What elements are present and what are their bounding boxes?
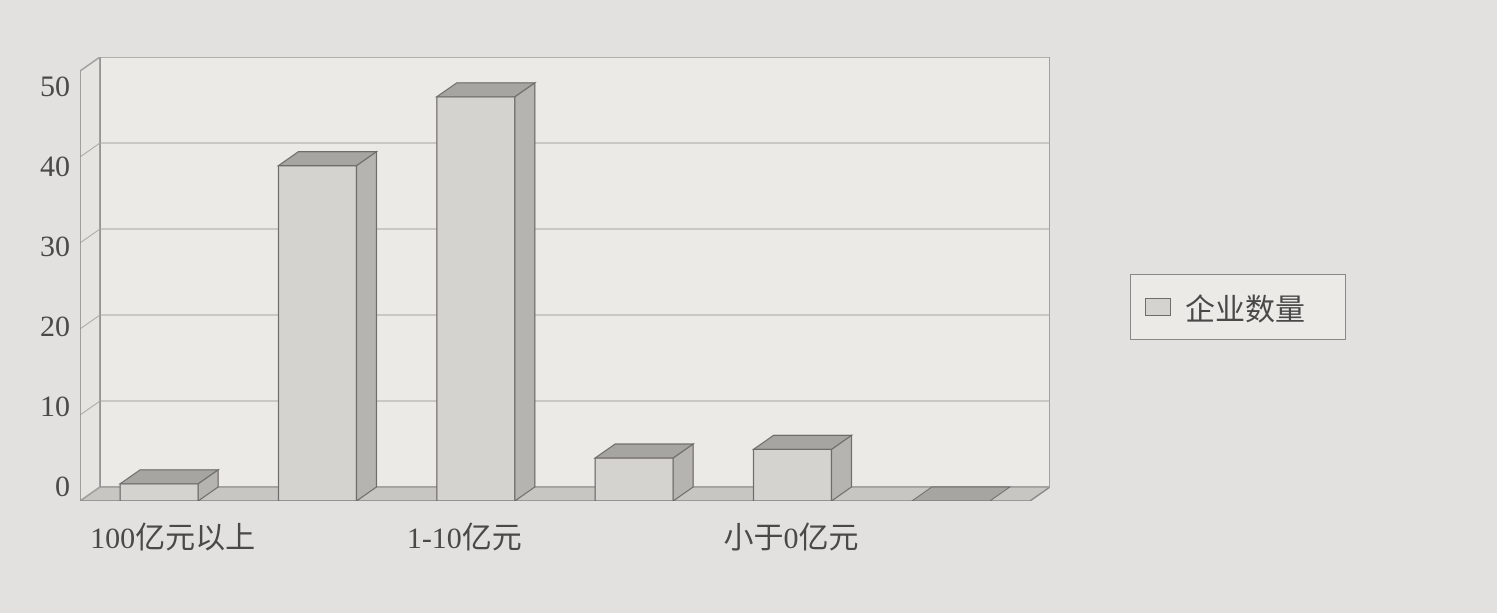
- x-axis: 100亿元以上 1-10亿元 小于0亿元: [80, 513, 1050, 557]
- y-axis: 50403020100: [40, 57, 80, 487]
- y-tick-label: 20: [40, 312, 70, 342]
- y-tick-label: 50: [40, 72, 70, 102]
- chart-main: 50 40 30 20 10 0 100亿元以上 1-10亿元 小于0亿元: [40, 57, 1050, 557]
- chart-container: 50 40 30 20 10 0 100亿元以上 1-10亿元 小于0亿元 企业数量: [0, 0, 1497, 613]
- legend-label: 企业数量: [1185, 285, 1305, 329]
- y-tick-label: 30: [40, 232, 70, 262]
- x-tick-label: 100亿元以上: [80, 513, 238, 557]
- bar: [437, 82, 535, 500]
- plot-area: [80, 57, 1050, 501]
- bar: [754, 435, 852, 501]
- legend: 企业数量: [1130, 274, 1346, 340]
- legend-swatch-icon: [1145, 298, 1171, 316]
- x-tick-label: 1-10亿元: [397, 513, 555, 557]
- y-tick-label: 0: [40, 472, 70, 502]
- bar: [595, 444, 693, 501]
- bar: [120, 469, 218, 500]
- x-tick-label: 小于0亿元: [713, 513, 871, 557]
- plot-row: 50 40 30 20 10 0: [40, 57, 1050, 501]
- y-tick-label: 10: [40, 392, 70, 422]
- y-tick-label: 40: [40, 152, 70, 182]
- bar: [279, 151, 377, 500]
- plot-svg: [80, 57, 1050, 501]
